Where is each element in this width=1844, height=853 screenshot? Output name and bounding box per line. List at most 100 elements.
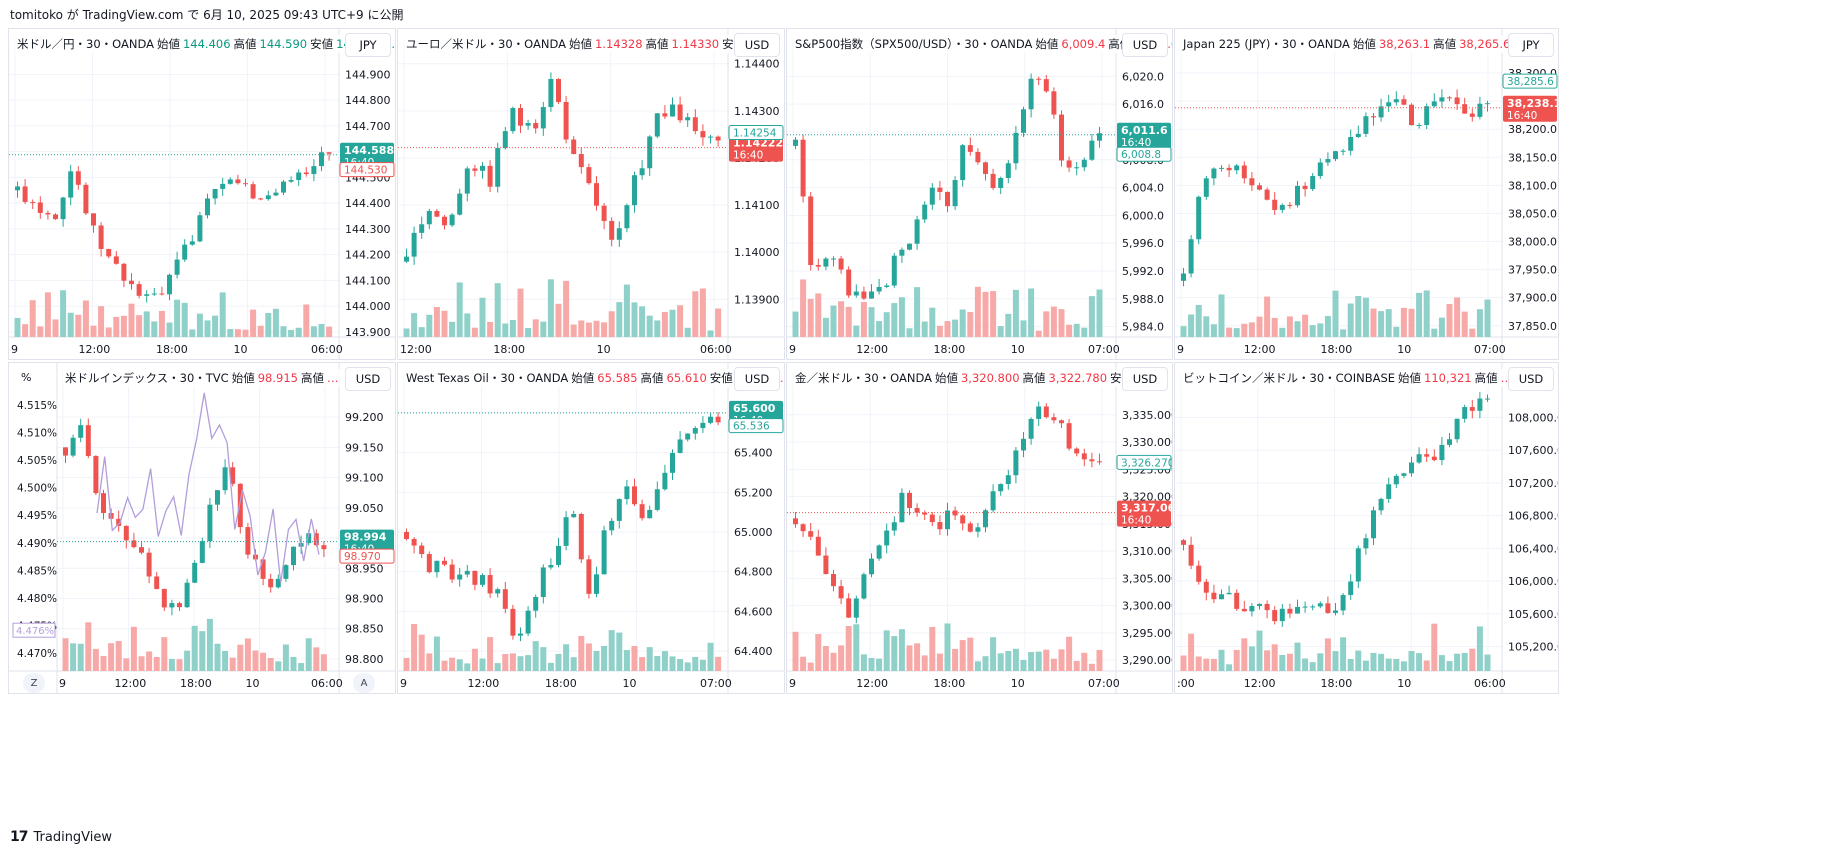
candle	[144, 290, 150, 303]
volume-bar	[830, 652, 837, 671]
candle	[220, 177, 226, 196]
time-tick-label: 12:00	[856, 677, 888, 690]
currency-button[interactable]: JPY	[345, 33, 391, 57]
candle	[1066, 156, 1072, 172]
volume-bar	[411, 313, 418, 337]
time-tick-label: 10	[1397, 677, 1411, 690]
auto-scale-button[interactable]: A	[353, 673, 375, 693]
volume-bar	[1286, 653, 1293, 671]
currency-button[interactable]: USD	[1122, 33, 1168, 57]
currency-button[interactable]: USD	[345, 367, 391, 391]
candle	[1333, 150, 1338, 162]
candle	[563, 96, 569, 144]
volume-bar	[929, 307, 936, 337]
price-tick-label: 98.800	[345, 653, 384, 666]
chart-canvas: 144.900144.800144.700144.600144.500144.4…	[9, 29, 395, 359]
volume-bar	[1309, 325, 1316, 337]
volume-bar	[206, 618, 213, 671]
time-tick-label: 12:00	[400, 343, 432, 356]
volume-bar	[82, 300, 89, 337]
candle	[571, 510, 577, 518]
zoom-mode-button[interactable]: Z	[23, 673, 45, 693]
legend-open-value: 38,263.1	[1378, 37, 1431, 51]
currency-button[interactable]: USD	[1508, 367, 1554, 391]
volume-bar	[105, 327, 112, 337]
chart-panel-wti[interactable]: West Texas Oil・30・OANDA 始値 65.585 高値 65.610 安…	[397, 362, 785, 694]
volume-bar	[280, 326, 287, 337]
price-tick-label: 144.400	[345, 197, 391, 210]
candle	[967, 137, 973, 156]
volume-bar	[1393, 326, 1400, 337]
currency-button[interactable]: USD	[734, 367, 780, 391]
currency-button[interactable]: JPY	[1508, 33, 1554, 57]
volume-bar	[237, 644, 244, 671]
time-tick-label: 10	[1011, 343, 1025, 356]
chart-panel-xauusd[interactable]: 金／米ドル・30・OANDA始値3,320.800高値3,322.780安値…U…	[786, 362, 1173, 694]
chart-panel-dxy[interactable]: 米ドルインデックス・30・TVC 始値 98.915 高値… USD 99.200 99.1…	[8, 362, 396, 694]
volume-bar	[260, 652, 267, 671]
volume-bar	[219, 292, 226, 337]
volume-bar	[1073, 323, 1080, 337]
volume-bar	[1332, 651, 1339, 671]
volume-bar	[128, 303, 135, 337]
volume-bar	[608, 630, 615, 671]
chart-legend: S&P500指数（SPX500/USD）・30・OANDA 始値 6,009.4 高値…	[793, 35, 1172, 53]
volume-bar	[525, 655, 532, 671]
time-tick-label: :00	[1177, 677, 1195, 690]
volume-bar	[100, 655, 107, 671]
candle	[411, 226, 417, 265]
time-tick-label: 06:00	[311, 677, 343, 690]
volume-bar	[944, 623, 951, 671]
candle	[1028, 73, 1034, 118]
volume-bar	[1370, 652, 1377, 671]
time-tick-label: 06:00	[1474, 677, 1506, 690]
volume-bar	[1355, 295, 1362, 337]
candle	[1302, 182, 1308, 197]
candle	[700, 416, 706, 433]
footer-brand: TradingView	[33, 829, 113, 845]
candle	[1462, 97, 1468, 114]
candle	[1302, 601, 1308, 613]
candle	[321, 541, 327, 558]
volume-bar	[1081, 327, 1088, 337]
volume-bar	[1256, 630, 1263, 671]
candle	[639, 499, 645, 521]
candle	[222, 459, 228, 495]
time-tick-label: 12:00	[1244, 677, 1276, 690]
chart-panel-spx[interactable]: S&P500指数（SPX500/USD）・30・OANDA 始値 6,009.4 高値…	[786, 28, 1173, 360]
candle	[586, 555, 592, 599]
candle	[967, 521, 973, 533]
candle	[647, 135, 653, 177]
chart-grid: 米ドル／円・30・OANDA始値144.406高値144.590安値144.40…	[8, 28, 1836, 822]
candle	[199, 537, 205, 564]
volume-bar	[1005, 651, 1012, 671]
volume-bar	[130, 626, 137, 671]
currency-button[interactable]: USD	[734, 33, 780, 57]
volume-bar	[883, 630, 890, 671]
volume-bar	[214, 643, 221, 671]
price-tick-label: 37,950.0	[1508, 264, 1557, 277]
price-tick-label: 1.14300	[734, 105, 780, 118]
volume-bar	[168, 659, 175, 671]
volume-bar	[1446, 661, 1453, 671]
price-tick-label: 107,600.00	[1508, 444, 1559, 457]
candle	[189, 235, 195, 246]
chart-panel-jp225[interactable]: Japan 225 (JPY)・30・OANDA 始値 38,263.1 高値 38,2…	[1174, 28, 1559, 360]
chart-panel-btcusd[interactable]: ビットコイン／米ドル・30・COINBASE 始値 110,321 高値… USD 108…	[1174, 362, 1559, 694]
currency-button[interactable]: USD	[1122, 367, 1168, 391]
legend-high-value: …	[326, 371, 339, 385]
time-tick-label: 18:00	[156, 343, 188, 356]
legend-open-value: 98.915	[257, 371, 298, 385]
volume-bar	[1309, 662, 1316, 671]
chart-panel-eurusd[interactable]: ユーロ／米ドル・30・OANDA始値1.14328高値1.14330安値…USD…	[397, 28, 785, 360]
candle	[983, 161, 988, 181]
candle	[632, 171, 637, 213]
volume-bar	[822, 317, 829, 337]
time-tick-label: 07:00	[1474, 343, 1506, 356]
candle	[1234, 163, 1240, 175]
price-tick-label: 64.600	[734, 605, 773, 618]
candle	[563, 511, 569, 551]
candle	[442, 557, 447, 567]
candle	[268, 573, 274, 593]
